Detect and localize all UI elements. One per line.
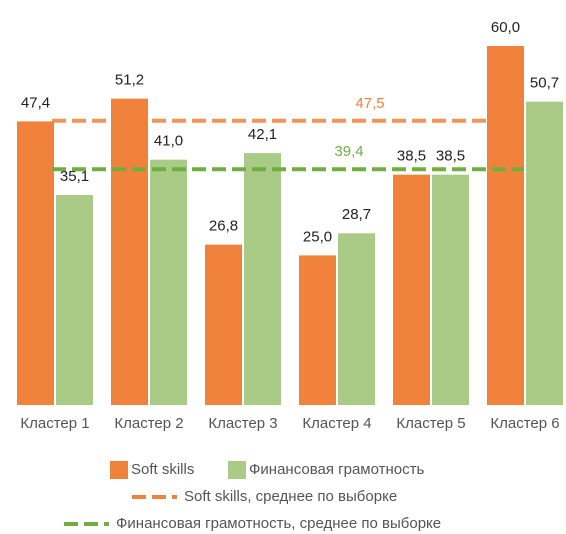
bar	[299, 255, 336, 405]
bar	[205, 244, 242, 405]
bar	[244, 153, 281, 405]
value-label: 60,0	[491, 19, 520, 36]
value-label: 35,1	[60, 168, 89, 185]
x-tick-label: Кластер 1	[20, 415, 89, 432]
value-label: 42,1	[248, 126, 277, 143]
bar	[111, 98, 148, 406]
bar	[17, 121, 54, 405]
bar	[432, 174, 469, 405]
value-label: 51,2	[115, 72, 144, 89]
bar	[56, 194, 93, 405]
x-tick-label: Кластер 5	[396, 415, 465, 432]
value-label: 28,7	[342, 206, 371, 223]
value-label: 26,8	[209, 218, 238, 235]
value-label: 25,0	[303, 228, 332, 245]
legend-label: Финансовая грамотность	[249, 461, 424, 478]
value-label: 50,7	[530, 75, 559, 92]
legend-swatch	[110, 461, 128, 479]
x-tick-label: Кластер 3	[208, 415, 277, 432]
x-tick-label: Кластер 6	[490, 415, 559, 432]
legend-label: Soft skills, среднее по выборке	[184, 488, 397, 505]
bar	[393, 174, 430, 405]
bar	[526, 101, 563, 406]
x-tick-label: Кластер 2	[114, 415, 183, 432]
reference-label: 39,4	[334, 143, 363, 160]
value-label: 38,5	[436, 148, 465, 165]
reference-label: 47,5	[355, 95, 384, 112]
x-tick-label: Кластер 4	[302, 415, 371, 432]
bar	[487, 46, 524, 405]
legend-label: Финансовая грамотность, среднее по выбор…	[116, 515, 441, 532]
legend-label: Soft skills	[131, 461, 194, 478]
legend-swatch	[228, 461, 246, 479]
bar	[150, 159, 187, 405]
value-label: 38,5	[397, 148, 426, 165]
value-label: 41,0	[154, 133, 183, 150]
bar	[338, 233, 375, 405]
value-label: 47,4	[21, 94, 50, 111]
